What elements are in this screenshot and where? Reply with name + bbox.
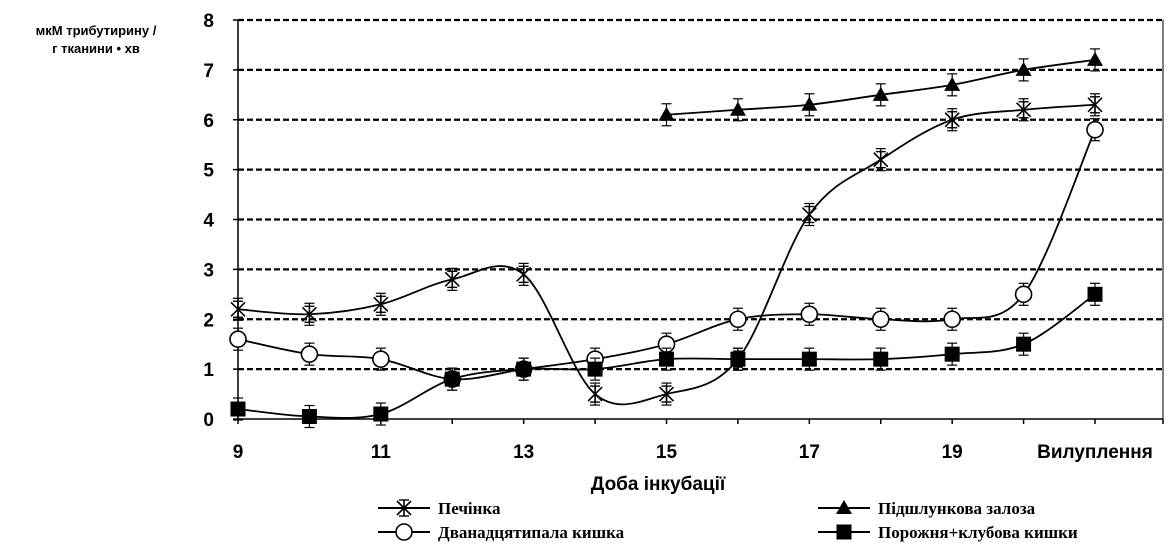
series-1: [658, 48, 1103, 127]
y-tick-label-8: 8: [203, 11, 214, 32]
y-axis-label-line-2: г тканини • хв: [52, 41, 140, 56]
point-1-0: [658, 106, 675, 121]
legend-label-2: Дванадцятипала кишка: [438, 523, 625, 542]
point-0-6: [658, 385, 675, 403]
y-tick-label-3: 3: [203, 260, 214, 281]
x-tick-label-11: 11: [371, 442, 392, 463]
point-2-11: [1014, 285, 1033, 304]
point-3-3: [444, 371, 460, 387]
point-1-5: [1015, 61, 1032, 76]
legend-marker-1: [836, 500, 852, 514]
point-1-3: [872, 86, 889, 101]
legend-marker-3: [836, 524, 852, 540]
point-0-9: [873, 150, 889, 169]
point-0-8: [801, 205, 817, 224]
point-0-4: [516, 265, 532, 284]
y-tick-label-6: 6: [203, 111, 214, 132]
point-1-6: [1087, 51, 1103, 66]
point-2-1: [300, 345, 319, 363]
point-2-9: [871, 310, 890, 329]
legend-item-2: Дванадцятипала кишка: [378, 523, 625, 542]
point-3-12: [1087, 286, 1103, 302]
legend-label-1: Підшлункова залоза: [878, 499, 1036, 518]
x-tick-label-21: Вилуплення: [1037, 442, 1153, 463]
point-2-0: [229, 330, 247, 349]
x-axis-label: Доба інкубації: [591, 474, 726, 495]
point-2-10: [943, 310, 961, 329]
point-0-12: [1087, 96, 1103, 114]
point-0-1: [301, 305, 317, 323]
point-1-4: [944, 76, 961, 91]
legend-item-1: Підшлункова залоза: [818, 499, 1036, 518]
series-0: [230, 93, 1103, 406]
y-tick-labels: 0 1 2 3 4 5 6 7 8: [203, 11, 214, 431]
point-0-11: [1016, 101, 1032, 119]
point-3-10: [944, 346, 960, 362]
legend-item-3: Порожня+клубова кишки: [818, 523, 1078, 542]
legend-label-0: Печінка: [438, 499, 501, 518]
x-tick-label-19: 19: [942, 442, 963, 463]
y-axis-label-line-1: мкМ трибутирину /: [36, 23, 157, 38]
y-tick-label-5: 5: [203, 161, 214, 182]
point-3-7: [730, 351, 746, 367]
point-1-2: [801, 96, 818, 111]
point-0-5: [587, 385, 603, 403]
x-tick-label-17: 17: [799, 442, 820, 463]
grid-lines: [238, 18, 1163, 371]
y-tick-label-7: 7: [203, 61, 214, 82]
point-2-12: [1086, 120, 1104, 139]
point-0-2: [373, 295, 389, 313]
legend-marker-2: [395, 523, 413, 541]
point-2-2: [372, 350, 390, 368]
legend-item-0: Печінка: [378, 499, 501, 518]
point-3-5: [587, 361, 603, 377]
point-3-4: [516, 361, 532, 377]
y-tick-label-0: 0: [203, 410, 214, 431]
point-0-3: [444, 270, 460, 289]
point-2-8: [800, 305, 819, 324]
point-3-9: [873, 351, 889, 367]
point-0-0: [230, 300, 246, 318]
point-3-2: [373, 406, 389, 422]
point-1-1: [729, 101, 746, 116]
legend-label-3: Порожня+клубова кишки: [878, 523, 1078, 542]
point-3-8: [801, 351, 817, 367]
x-tick-label-13: 13: [513, 442, 534, 463]
x-tick-label-15: 15: [656, 442, 678, 463]
point-3-1: [301, 409, 317, 425]
y-tick-label-1: 1: [203, 360, 214, 381]
point-0-10: [944, 111, 960, 129]
point-2-7: [729, 310, 747, 329]
series-group: [229, 48, 1104, 429]
series-3: [230, 282, 1103, 429]
x-tick-label-9: 9: [233, 442, 244, 463]
y-tick-label-4: 4: [203, 211, 214, 232]
legend: Печінка Підшлункова залоза Дванадцятипала …: [378, 499, 1078, 542]
x-tick-labels: 9 11 13 15 17 19 Вилуплення: [233, 442, 1153, 463]
point-3-11: [1016, 336, 1032, 352]
point-3-6: [659, 351, 674, 367]
point-3-0: [230, 401, 246, 417]
legend-marker-0: [396, 499, 412, 517]
y-tick-label-2: 2: [203, 310, 214, 331]
